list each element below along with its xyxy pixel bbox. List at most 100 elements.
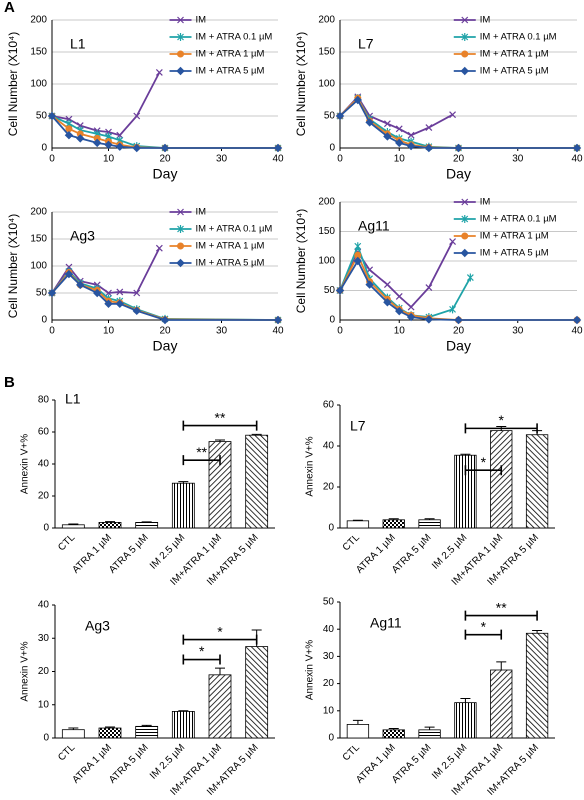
x-tick-label: CTL xyxy=(341,532,362,553)
x-tick-label: ATRA 5 µM xyxy=(390,532,434,576)
y-tick-label: 0 xyxy=(328,733,334,744)
x-tick-label: 10 xyxy=(103,326,115,337)
bar xyxy=(418,729,441,739)
marker xyxy=(449,305,456,314)
y-tick-label: 20 xyxy=(38,491,50,502)
marker xyxy=(133,112,141,120)
marker xyxy=(425,284,433,291)
bar xyxy=(490,430,513,529)
x-tick-label: ATRA 5 µM xyxy=(107,742,151,786)
y-tick-label: 200 xyxy=(30,15,47,26)
y-tick-label: 150 xyxy=(318,47,335,58)
y-tick-label: 50 xyxy=(36,288,48,299)
x-tick-label: 40 xyxy=(272,326,284,337)
error-bar xyxy=(105,521,115,523)
y-tick-label: 200 xyxy=(318,15,335,26)
panel-label: L7 xyxy=(358,36,374,52)
y-axis-title: Cell Number (X10⁴) xyxy=(294,32,308,137)
marker xyxy=(273,315,283,325)
y-tick-label: 40 xyxy=(38,600,50,611)
y-tick-label: 60 xyxy=(323,400,335,411)
marker xyxy=(76,134,85,143)
error-bar xyxy=(215,667,225,675)
y-tick-label: 0 xyxy=(41,315,47,326)
y-tick-label: 0 xyxy=(329,143,335,154)
marker xyxy=(461,215,469,223)
y-tick-label: 200 xyxy=(318,197,335,208)
marker xyxy=(407,303,415,311)
legend-label: IM + ATRA 0.1 µM xyxy=(196,224,273,235)
bar xyxy=(135,522,159,529)
marker xyxy=(383,120,391,128)
series-line xyxy=(51,271,279,321)
marker xyxy=(395,292,403,300)
legend-label: IM + ATRA 1 µM xyxy=(196,49,265,60)
x-tick-label: 0 xyxy=(49,154,55,165)
x-tick-label: 0 xyxy=(337,326,343,337)
series-line xyxy=(51,272,278,321)
bar xyxy=(171,711,195,739)
legend-label: IM + ATRA 5 µM xyxy=(480,66,549,77)
y-tick-label: 40 xyxy=(38,459,50,470)
y-tick-label: 150 xyxy=(30,234,47,245)
y-tick-label: 100 xyxy=(30,79,47,90)
significance-label: ** xyxy=(496,599,507,615)
x-tick-label: 30 xyxy=(216,326,228,337)
bar xyxy=(135,725,159,739)
bar xyxy=(346,520,370,529)
x-tick-label: 0 xyxy=(49,326,55,337)
marker xyxy=(395,125,403,133)
marker xyxy=(406,141,416,151)
marker xyxy=(461,33,469,41)
x-tick-label: 30 xyxy=(512,154,524,165)
significance-bracket xyxy=(182,455,221,466)
y-axis-title: Cell Number (X10⁴) xyxy=(6,214,20,319)
y-tick-label: 20 xyxy=(38,666,50,677)
panel-label: L1 xyxy=(65,391,81,407)
x-tick-label: 30 xyxy=(512,326,524,337)
legend-label: IM xyxy=(196,207,207,218)
y-tick-label: 60 xyxy=(38,427,50,438)
marker xyxy=(177,16,184,24)
marker xyxy=(273,143,283,153)
legend-label: IM + ATRA 1 µM xyxy=(196,241,265,252)
series-line xyxy=(339,96,577,149)
y-tick-label: 0 xyxy=(43,523,49,534)
bar xyxy=(208,441,232,529)
marker xyxy=(395,138,404,148)
error-bar xyxy=(424,518,435,520)
marker xyxy=(466,273,474,282)
error-bar xyxy=(178,481,189,484)
marker xyxy=(160,315,170,325)
marker xyxy=(132,306,141,316)
significance-label: * xyxy=(199,643,205,659)
legend-label: IM + ATRA 1 µM xyxy=(480,49,549,60)
x-tick-label: ATRA 5 µM xyxy=(107,532,151,576)
y-tick-label: 0 xyxy=(329,315,335,326)
marker xyxy=(133,289,141,297)
marker xyxy=(461,198,469,206)
marker xyxy=(177,225,184,233)
marker xyxy=(177,208,184,216)
marker xyxy=(454,143,463,153)
marker xyxy=(460,248,469,258)
marker xyxy=(115,142,125,151)
y-tick-label: 100 xyxy=(30,261,47,272)
legend-label: IM + ATRA 5 µM xyxy=(196,258,265,269)
legend-label: IM + ATRA 5 µM xyxy=(196,66,265,77)
error-bar xyxy=(352,719,363,725)
error-bar xyxy=(215,439,225,442)
marker xyxy=(177,33,184,41)
panel-letter: B xyxy=(4,374,15,391)
marker xyxy=(65,125,73,133)
y-axis-title: Annexin V+% xyxy=(305,436,316,496)
y-tick-label: 150 xyxy=(30,47,47,58)
marker xyxy=(176,66,185,76)
marker xyxy=(449,111,456,119)
bar xyxy=(454,702,477,739)
marker xyxy=(424,315,434,324)
panel-label: Ag3 xyxy=(70,228,95,244)
x-tick-label: 20 xyxy=(453,154,465,165)
significance-label: * xyxy=(217,623,223,639)
marker xyxy=(155,69,163,76)
